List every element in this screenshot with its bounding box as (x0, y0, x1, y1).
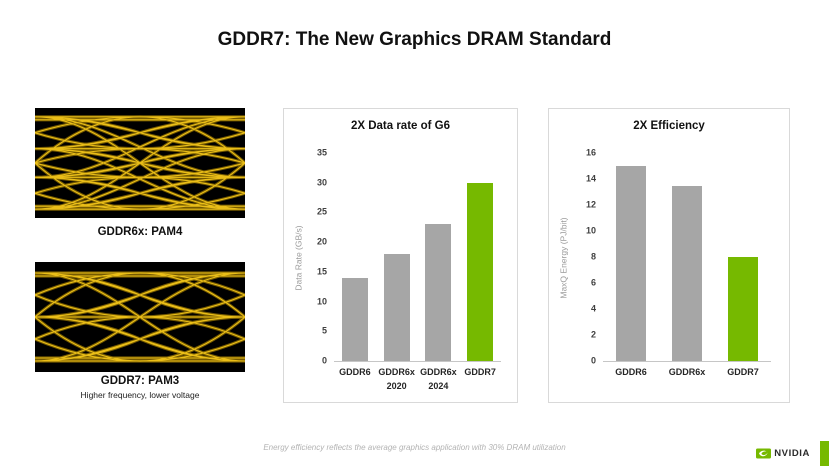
eye-diagram-pam3 (35, 262, 245, 372)
eye-diagram-pam4 (35, 108, 245, 218)
bar-gddr6 (341, 277, 368, 361)
chart-panel-efficiency: 2X Efficiency MaxQ Energy (PJ/bit) 0 2 4 6 8… (548, 108, 790, 403)
chart-panel-data-rate: 2X Data rate of G6 Data Rate (GB/s) 0 5 10… (283, 108, 518, 403)
bar-gddr6x-2020 (383, 254, 410, 361)
y-axis-label-data-rate: Data Rate (GB/s) (294, 224, 304, 291)
plot-area-efficiency: 0 2 4 6 8 10 12 14 16 GDDR6 GDDR6x GDDR7 (586, 148, 771, 377)
y-tick-label: 4 (590, 303, 596, 314)
bar-gddr6x-2024 (425, 224, 452, 361)
y-tick-label: 14 (585, 173, 596, 184)
bar-gddr6x (672, 185, 702, 361)
x-category-label: GDDR6x 2024 (420, 367, 457, 391)
y-tick-label: 12 (585, 199, 596, 210)
plot-area-data-rate: 0 5 10 15 20 25 30 35 GDDR6 GDDR6x 2020 GDDR6x 202… (317, 148, 501, 391)
y-tick-label: 10 (585, 225, 596, 236)
eye-diagram-pam4-caption: GDDR6x: PAM4 (97, 226, 183, 238)
eye-diagram-pam3-traces (35, 262, 245, 372)
y-tick-label: 30 (316, 177, 327, 188)
y-tick-label: 15 (316, 266, 327, 277)
x-category-label: GDDR6 (339, 367, 371, 377)
nvidia-logo: NVIDIA (756, 448, 810, 459)
x-category-label: GDDR6 (615, 367, 647, 377)
corner-accent-bar (820, 441, 829, 466)
y-axis-label-efficiency: MaxQ Energy (PJ/bit) (559, 216, 569, 299)
bar-gddr7 (467, 182, 494, 361)
chart-title-data-rate: 2X Data rate of G6 (350, 120, 451, 132)
chart-title-efficiency: 2X Efficiency (633, 120, 705, 132)
y-tick-label: 10 (316, 296, 327, 307)
x-category-label: GDDR6x (668, 367, 706, 377)
y-tick-label: 8 (590, 251, 596, 262)
page-title: GDDR7: The New Graphics DRAM Standard (217, 29, 612, 50)
eye-diagram-pam4-traces (35, 108, 245, 218)
x-category-label: GDDR7 (464, 367, 496, 377)
y-tick-label: 6 (590, 277, 596, 288)
x-category-label: GDDR6x 2020 (378, 367, 415, 391)
y-tick-label: 20 (316, 236, 327, 247)
bar-gddr6 (616, 166, 646, 361)
nvidia-wordmark: NVIDIA (774, 448, 810, 459)
x-category-label: GDDR7 (727, 367, 759, 377)
y-tick-label: 35 (316, 147, 327, 158)
footnote: Energy efficiency reflects the average g… (263, 443, 566, 452)
y-tick-label: 16 (585, 147, 596, 158)
y-tick-label: 2 (590, 329, 596, 340)
bar-gddr7 (728, 257, 758, 361)
y-tick-label: 0 (321, 355, 327, 366)
y-tick-label: 0 (590, 355, 596, 366)
eye-diagram-pam3-caption: GDDR7: PAM3 (100, 375, 180, 387)
y-tick-label: 25 (316, 206, 327, 217)
y-tick-label: 5 (321, 325, 327, 336)
nvidia-eye-icon (756, 448, 772, 459)
eye-diagram-pam3-subcaption: Higher frequency, lower voltage (80, 390, 200, 400)
